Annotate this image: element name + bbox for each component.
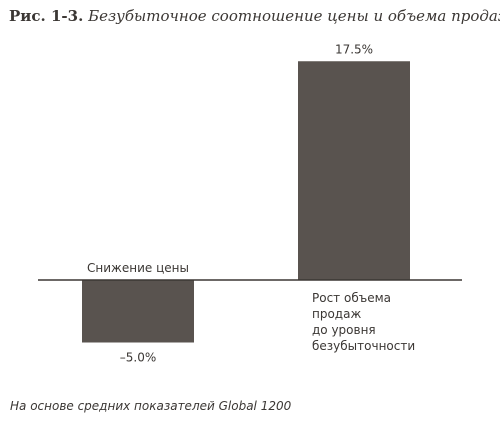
figure-title: Рис. 1-3. Безубыточное соотношение цены … — [9, 7, 500, 25]
value-label-0: –5.0% — [120, 351, 157, 365]
category-label-1-1: продаж — [312, 307, 361, 321]
value-label-1: 17.5% — [335, 42, 373, 56]
figure-caption: Безубыточное соотношение цены и объема п… — [88, 7, 500, 25]
bar-1 — [298, 61, 410, 280]
bar-0 — [82, 280, 194, 343]
category-label-0-0: Снижение цены — [87, 261, 189, 275]
category-label-1-3: безубыточности — [312, 339, 415, 353]
figure-number: Рис. 1-3. — [9, 7, 84, 25]
source-note: На основе средних показателей Global 120… — [10, 399, 292, 413]
category-label-1-2: до уровня — [312, 323, 376, 337]
category-label-1-0: Рост объема — [312, 291, 391, 305]
